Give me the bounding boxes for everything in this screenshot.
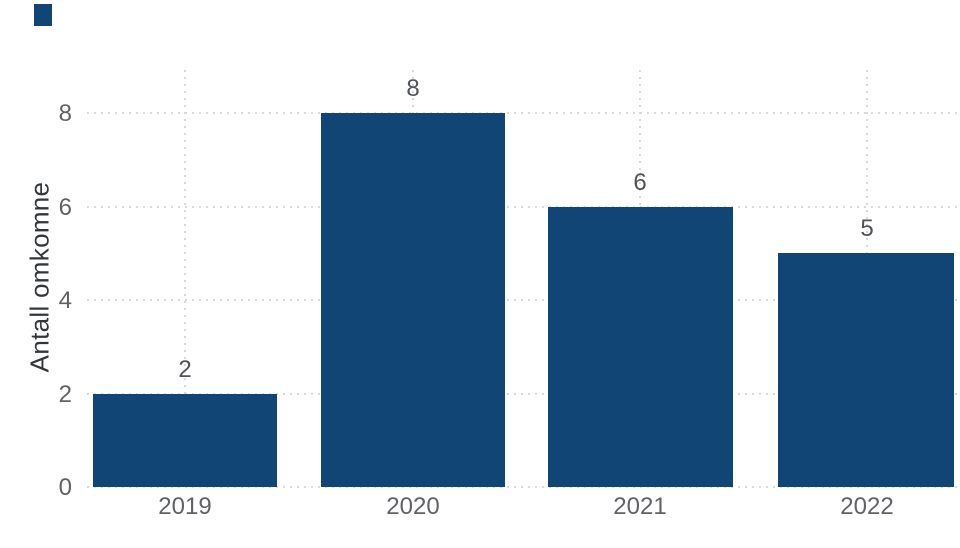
x-tick-label-2021: 2021	[613, 493, 667, 520]
bar-value-label: 2	[178, 356, 192, 383]
h-gridline-2	[87, 393, 960, 395]
y-tick-label-8: 8	[58, 100, 72, 127]
v-gridline-2019	[184, 70, 186, 487]
bar-2022[interactable]	[778, 253, 954, 487]
bar-value-label: 8	[406, 75, 420, 102]
bar-2021[interactable]	[548, 207, 733, 487]
y-tick-label-2: 2	[58, 381, 72, 408]
bar-2019[interactable]	[93, 394, 277, 487]
h-gridline-8	[87, 112, 960, 114]
x-tick-label-2022: 2022	[840, 493, 894, 520]
h-gridline-6	[87, 206, 960, 208]
legend-swatch[interactable]	[34, 4, 52, 26]
h-gridline-4	[87, 299, 960, 301]
y-tick-label-4: 4	[58, 287, 72, 314]
y-tick-label-0: 0	[58, 474, 72, 501]
bar-value-label: 6	[633, 169, 647, 196]
bar-2020[interactable]	[321, 113, 505, 487]
h-gridline-0	[87, 486, 960, 488]
x-tick-label-2019: 2019	[158, 493, 212, 520]
y-tick-label-6: 6	[58, 194, 72, 221]
bar-value-label: 5	[860, 215, 874, 242]
x-tick-label-2020: 2020	[386, 493, 440, 520]
